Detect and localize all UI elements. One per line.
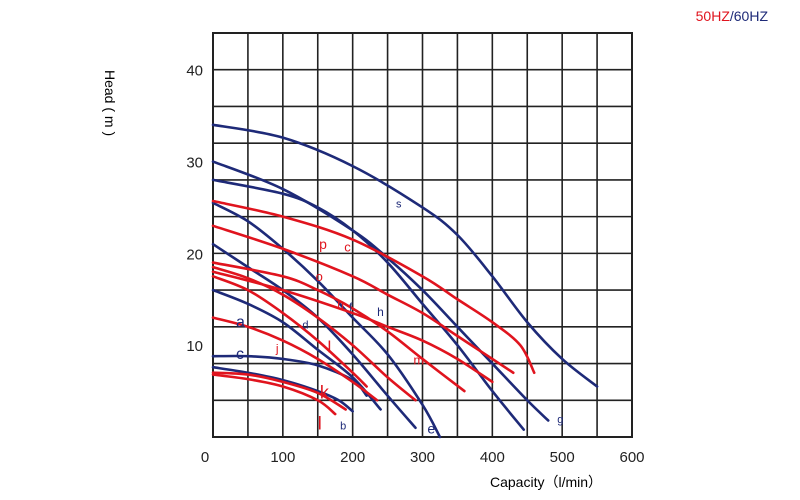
curve-label: g	[557, 414, 563, 426]
curve-o-50hz	[211, 261, 466, 393]
curve-s-60hz	[211, 123, 599, 388]
x-tick-label: 200	[340, 449, 365, 466]
legend-slash: /	[729, 8, 734, 24]
curve-label: m	[413, 352, 424, 367]
curve-g-60hz	[211, 160, 550, 422]
curve-l-50hz	[211, 373, 337, 416]
x-tick-label: 100	[270, 449, 295, 466]
curve-c-50hz	[211, 224, 515, 375]
x-tick-label: 500	[550, 449, 575, 466]
legend: 50HZ/60HZ	[696, 8, 768, 24]
x-tick-label: 300	[410, 449, 435, 466]
curve-b-60hz	[211, 365, 354, 413]
x-axis-label: Capacity（l/min）	[490, 474, 603, 490]
curve-label: o	[316, 269, 323, 284]
y-tick-label: 30	[186, 155, 203, 172]
curve-label: l	[318, 414, 322, 434]
curve-label: p	[319, 236, 327, 252]
curve-label: n	[337, 297, 344, 311]
x-tick-label: 0	[201, 449, 209, 466]
curve-label: j	[275, 342, 279, 356]
y-tick-label: 10	[186, 338, 203, 355]
curve-label: h	[377, 305, 384, 319]
curve-k-50hz	[211, 371, 347, 411]
x-tick-label: 600	[619, 449, 644, 466]
curve-l-50hz	[211, 275, 368, 388]
curve-j-50hz	[211, 316, 379, 402]
curve-label: c	[344, 240, 351, 255]
curve-p-50hz	[211, 199, 536, 375]
curve-d-60hz	[211, 288, 382, 411]
curve-label: e	[427, 420, 435, 436]
x-tick-label: 400	[480, 449, 505, 466]
curve-m-50hz	[211, 270, 494, 384]
curve-label: b	[340, 421, 346, 433]
curve-n-50hz	[211, 265, 417, 402]
curve-label: a	[236, 314, 245, 331]
curve-label: s	[396, 198, 402, 210]
curve-c-60hz	[211, 354, 368, 397]
curve-label: l	[328, 338, 332, 357]
legend-50hz: 50HZ	[695, 8, 730, 24]
curve-label: c	[236, 346, 244, 363]
y-tick-label: 20	[186, 246, 203, 263]
y-tick-label: 40	[186, 63, 203, 80]
curve-label: d	[302, 320, 308, 332]
legend-60hz: 60HZ	[733, 8, 768, 24]
curve-h-60hz	[211, 178, 526, 431]
curve-label: k	[320, 382, 330, 402]
curve-label: f	[349, 300, 353, 314]
